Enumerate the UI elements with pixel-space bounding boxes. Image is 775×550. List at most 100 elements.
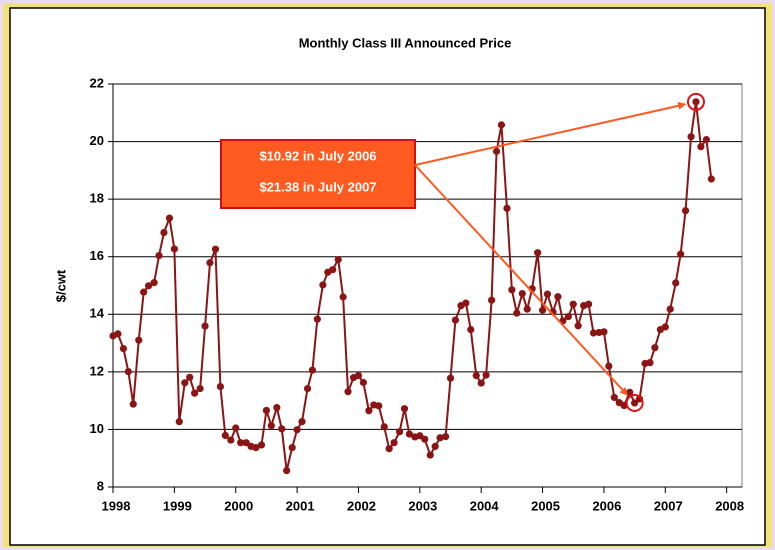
data-point bbox=[651, 344, 659, 352]
y-tick-label: 22 bbox=[90, 75, 104, 90]
data-point bbox=[400, 405, 409, 413]
data-point bbox=[508, 286, 516, 294]
data-point bbox=[278, 425, 286, 433]
highlight-circle bbox=[686, 92, 705, 111]
data-point bbox=[124, 367, 132, 376]
data-point bbox=[390, 439, 398, 447]
data-point bbox=[191, 389, 199, 397]
data-point bbox=[436, 434, 444, 442]
data-point bbox=[513, 309, 521, 317]
y-tick-label: 18 bbox=[90, 191, 104, 206]
y-tick-label: 20 bbox=[90, 133, 104, 148]
data-point bbox=[221, 431, 229, 440]
data-point bbox=[646, 359, 654, 367]
data-point bbox=[488, 296, 496, 304]
data-point bbox=[283, 466, 291, 475]
data-point bbox=[150, 279, 158, 287]
x-tick-label: 2007 bbox=[654, 498, 683, 513]
data-point bbox=[467, 325, 475, 334]
data-point bbox=[313, 315, 321, 323]
data-point bbox=[681, 207, 690, 215]
data-point bbox=[482, 371, 490, 379]
data-point bbox=[626, 388, 634, 396]
data-point bbox=[574, 322, 582, 330]
data-point bbox=[334, 255, 342, 264]
data-point bbox=[564, 312, 572, 321]
data-point bbox=[697, 143, 705, 151]
y-tick-label: 14 bbox=[90, 306, 105, 321]
data-point bbox=[702, 135, 711, 144]
data-point bbox=[497, 121, 506, 129]
x-tick-label: 2006 bbox=[592, 498, 621, 513]
data-point bbox=[181, 379, 189, 387]
x-tick-label: 2000 bbox=[224, 498, 253, 513]
data-point bbox=[375, 402, 383, 410]
data-point bbox=[405, 430, 413, 438]
data-point bbox=[303, 384, 312, 393]
data-point bbox=[672, 279, 680, 287]
data-point bbox=[677, 250, 685, 258]
data-point bbox=[196, 384, 204, 393]
data-point bbox=[237, 439, 245, 447]
annotation-box bbox=[220, 139, 416, 209]
data-point bbox=[446, 374, 455, 382]
annotation-text: $10.92 in July 2006 bbox=[259, 148, 376, 163]
data-point bbox=[605, 362, 613, 370]
data-point bbox=[227, 436, 235, 444]
data-point bbox=[687, 133, 695, 141]
data-point bbox=[119, 344, 128, 353]
data-point bbox=[359, 378, 367, 387]
data-point bbox=[385, 445, 393, 453]
data-point bbox=[319, 281, 327, 289]
data-point bbox=[477, 379, 485, 387]
annotation-arrow bbox=[414, 164, 628, 396]
data-point bbox=[543, 290, 552, 298]
data-point bbox=[144, 282, 153, 290]
data-point bbox=[135, 336, 143, 344]
data-point bbox=[288, 443, 296, 452]
data-point bbox=[329, 266, 337, 274]
y-tick-label: 10 bbox=[90, 421, 104, 436]
plot-area bbox=[112, 83, 743, 488]
x-tick-label: 1999 bbox=[163, 498, 192, 513]
data-point bbox=[692, 98, 700, 106]
data-point bbox=[472, 371, 480, 380]
data-point bbox=[273, 403, 281, 412]
data-point bbox=[201, 322, 209, 330]
data-point bbox=[426, 451, 434, 459]
data-point bbox=[365, 407, 373, 415]
data-point bbox=[492, 147, 501, 155]
data-point bbox=[160, 228, 168, 237]
data-point bbox=[569, 300, 577, 308]
y-tick-label: 12 bbox=[90, 363, 104, 378]
data-point bbox=[421, 435, 429, 443]
data-point bbox=[170, 245, 178, 253]
chart-title: Monthly Class III Announced Price bbox=[299, 35, 512, 50]
x-tick-label: 2005 bbox=[531, 498, 560, 513]
data-point bbox=[589, 329, 598, 337]
data-point bbox=[442, 433, 450, 441]
x-tick-label: 2003 bbox=[408, 498, 437, 513]
data-point bbox=[262, 406, 271, 415]
data-point bbox=[584, 300, 593, 308]
data-point bbox=[216, 382, 224, 391]
data-point bbox=[114, 330, 122, 338]
data-point bbox=[538, 306, 547, 314]
data-point bbox=[666, 305, 674, 313]
y-tick-label: 8 bbox=[97, 478, 104, 493]
data-point bbox=[462, 299, 470, 307]
data-point bbox=[257, 441, 266, 449]
y-axis-label: $/cwt bbox=[53, 269, 68, 302]
x-tick-label: 2002 bbox=[347, 498, 376, 513]
data-point bbox=[293, 426, 301, 434]
x-tick-label: 2004 bbox=[470, 498, 500, 513]
data-point bbox=[242, 439, 250, 447]
data-point bbox=[339, 293, 347, 301]
data-point bbox=[395, 428, 404, 436]
y-tick-label: 16 bbox=[90, 248, 104, 263]
data-point bbox=[232, 424, 240, 432]
data-point bbox=[380, 423, 388, 431]
x-tick-label: 2008 bbox=[715, 498, 744, 513]
data-point bbox=[308, 366, 317, 374]
